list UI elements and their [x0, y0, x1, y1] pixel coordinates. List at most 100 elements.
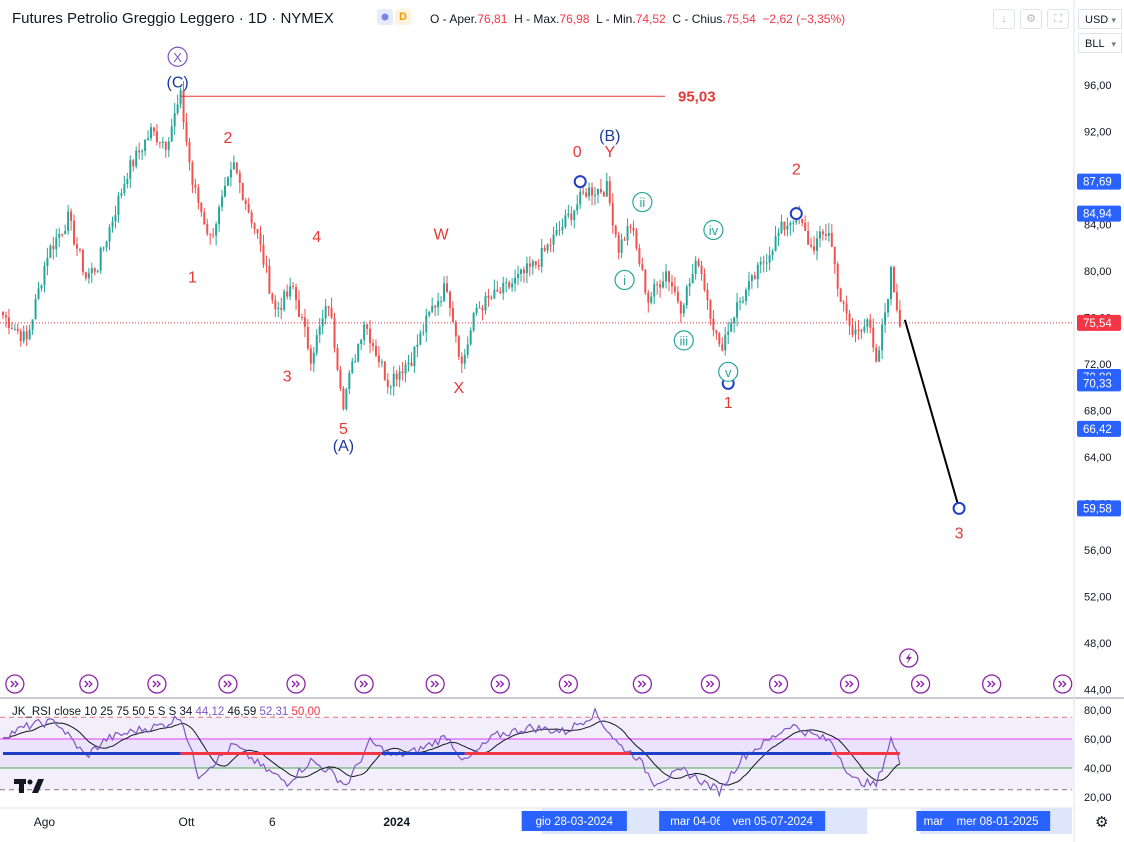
- chevron-circle-icon: [218, 674, 238, 694]
- settings-small-icon[interactable]: ⚙: [1020, 9, 1042, 29]
- candle-body: [496, 289, 499, 292]
- date-badge-label: mar 04-06-2: [670, 816, 733, 828]
- candle-body: [744, 289, 747, 301]
- candle-body: [668, 271, 670, 283]
- candle-body: [679, 301, 682, 314]
- candle-body: [289, 286, 292, 297]
- wave-label: 0: [573, 144, 582, 161]
- wave-label: 2: [224, 130, 233, 147]
- candle-body: [434, 305, 437, 308]
- tradingview-logo-icon: [14, 779, 44, 793]
- candles: [2, 80, 901, 411]
- candle-body: [286, 291, 289, 297]
- candle-body: [96, 270, 99, 272]
- currency-selector[interactable]: USD ▾: [1078, 9, 1122, 29]
- gear-icon[interactable]: ⚙: [1095, 814, 1109, 831]
- candle-body: [336, 348, 339, 370]
- wave-label: iv: [709, 223, 719, 238]
- chevron-glyph: [1058, 680, 1067, 688]
- candle-body: [759, 261, 762, 265]
- candle-body: [324, 306, 327, 319]
- chevron-circle-icon: [558, 674, 579, 694]
- candle-body: [842, 301, 845, 304]
- candle-body: [16, 328, 19, 332]
- candle-body: [34, 298, 37, 320]
- candle-body: [522, 269, 525, 274]
- candle-body: [718, 333, 721, 345]
- scroll-down-icon[interactable]: ↓: [993, 9, 1015, 29]
- candle-body: [558, 229, 561, 231]
- price-badge-label: 75,54: [1083, 318, 1112, 330]
- chevron-circle-icon: [910, 674, 931, 694]
- close-label: C - Chius.: [672, 12, 726, 26]
- candle-body: [49, 245, 52, 258]
- candle-body: [437, 301, 440, 308]
- wave-label: Y: [604, 144, 615, 161]
- candle-body: [528, 263, 531, 267]
- candle-body: [827, 232, 830, 236]
- candle-body: [81, 250, 84, 273]
- candle-body: [824, 234, 827, 236]
- candle-body: [845, 303, 848, 314]
- candle-body: [688, 283, 691, 287]
- candle-body: [363, 324, 366, 340]
- chevron-glyph: [10, 680, 19, 688]
- candle-body: [774, 236, 777, 252]
- candle-body: [73, 220, 76, 245]
- candle-body: [173, 112, 176, 127]
- candle-body: [505, 282, 508, 284]
- rsi-name[interactable]: JK_RSI: [12, 706, 51, 718]
- rsi-value-2: 46,59: [227, 706, 257, 718]
- low-label: L - Min.: [596, 12, 636, 26]
- delayed-data-badge[interactable]: D: [395, 9, 411, 25]
- wave-label-circle: [614, 269, 635, 291]
- candle-body: [277, 307, 280, 310]
- wave-label-circle: [167, 46, 188, 67]
- candle-body: [247, 204, 250, 213]
- chevron-down-icon: ▾: [1111, 15, 1116, 25]
- candle-body: [274, 300, 277, 310]
- candle-body: [549, 244, 552, 246]
- candle-body: [460, 356, 463, 364]
- price-badge-label: 87,69: [1083, 177, 1112, 189]
- candle-body: [742, 300, 744, 302]
- wave-label: 4: [312, 229, 321, 246]
- candle-body: [292, 286, 295, 288]
- candle-body: [422, 332, 425, 334]
- unit-selector[interactable]: BLL ▾: [1078, 33, 1122, 53]
- date-badge: [944, 811, 1051, 831]
- candle-body: [818, 231, 821, 239]
- price-tick-label: 84,00: [1084, 220, 1112, 232]
- candle-body: [58, 233, 61, 238]
- price-badge: [1077, 375, 1121, 392]
- candle-body: [765, 262, 768, 264]
- chevron-circle-icon: [79, 674, 99, 694]
- candle-body: [676, 291, 679, 302]
- candle-body: [40, 285, 43, 289]
- maximize-icon[interactable]: ⛶: [1047, 9, 1069, 29]
- candle-body: [383, 361, 386, 380]
- candle-body: [144, 139, 147, 152]
- candle-body: [706, 289, 709, 301]
- candle-body: [185, 122, 188, 142]
- chevron-circle-outline: [768, 674, 789, 694]
- candle-body: [484, 295, 487, 311]
- candle-body: [599, 189, 602, 193]
- candle-body: [298, 300, 300, 318]
- candle-body: [534, 261, 537, 265]
- wave-label: X: [454, 380, 465, 397]
- rsi-tick-label: 20,00: [1084, 792, 1112, 804]
- candle-body: [644, 269, 647, 293]
- price-tick-label: 44,00: [1084, 685, 1112, 697]
- symbol-title[interactable]: Futures Petrolio Greggio Leggero · 1D · …: [12, 10, 334, 27]
- visibility-dot-icon[interactable]: [377, 9, 393, 25]
- candle-body: [404, 364, 407, 374]
- candle-body: [887, 299, 890, 313]
- price-axis: 96,0092,0088,0084,0080,0076,0072,0068,00…: [1077, 80, 1121, 804]
- candle-body: [617, 234, 620, 253]
- candle-body: [78, 248, 81, 251]
- resistance-label: 95,03: [678, 88, 716, 105]
- candle-body: [537, 264, 540, 267]
- chevron-circle-outline: [147, 674, 167, 694]
